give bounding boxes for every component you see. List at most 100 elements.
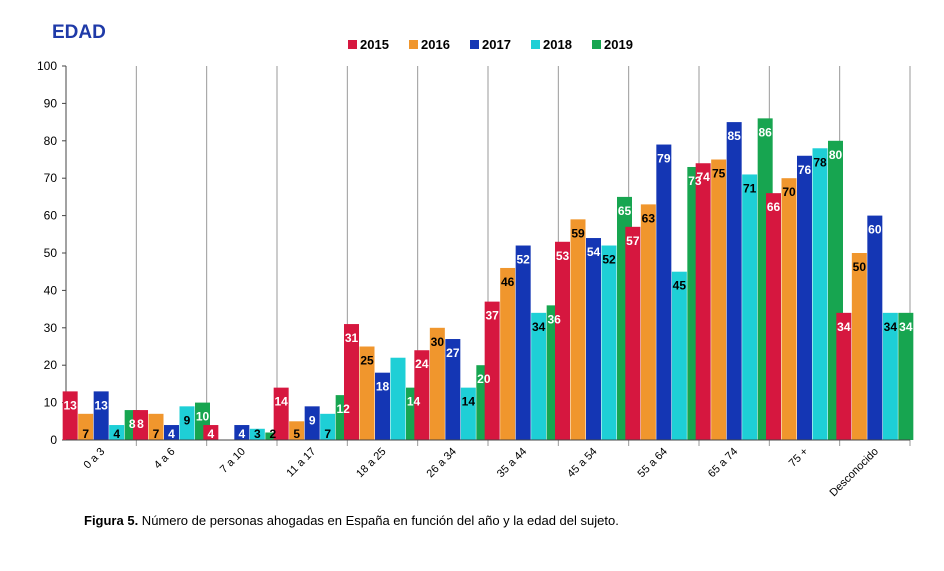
x-tick-label: 11 a 17: [284, 446, 318, 480]
bar: [555, 241, 570, 440]
data-label: 71: [743, 181, 757, 195]
data-label: 66: [767, 200, 781, 214]
y-tick-label: 10: [44, 396, 58, 410]
data-label: 30: [431, 335, 445, 349]
bar: [625, 226, 641, 440]
x-tick-label: 55 a 64: [636, 446, 670, 480]
data-label: 59: [571, 226, 585, 240]
data-label: 8: [129, 417, 136, 431]
bar: [203, 425, 219, 440]
x-tick-label: Desconocido: [828, 446, 881, 499]
bar: [164, 425, 179, 440]
x-tick-label: 26 a 34: [425, 446, 459, 480]
data-label: 37: [485, 309, 499, 323]
data-label: 53: [556, 249, 570, 263]
data-label: 36: [547, 312, 561, 326]
y-tick-label: 40: [44, 283, 58, 297]
data-label: 14: [407, 395, 421, 409]
y-tick-label: 80: [44, 134, 58, 148]
bar: [671, 271, 687, 440]
data-label: 7: [82, 427, 89, 441]
data-label: 52: [516, 253, 530, 267]
legend: 2015 2016 2017 2018 2019: [348, 37, 633, 52]
legend-label: 2016: [421, 37, 450, 52]
y-tick-label: 100: [37, 59, 57, 73]
data-label: 80: [829, 148, 843, 162]
y-tick-label: 90: [44, 96, 58, 110]
y-tick-label: 70: [44, 171, 58, 185]
bar: [148, 413, 164, 440]
figure-caption: Figura 5. Número de personas ahogadas en…: [84, 513, 619, 528]
bar: [898, 312, 914, 440]
caption-text: Número de personas ahogadas en España en…: [138, 513, 619, 528]
bar: [445, 339, 461, 440]
bar: [320, 413, 336, 440]
bar: [273, 387, 289, 440]
data-label: 57: [626, 234, 640, 248]
bar: [695, 163, 711, 441]
data-label: 86: [758, 125, 772, 139]
legend-label: 2018: [543, 37, 572, 52]
bar: [359, 346, 375, 440]
bar: [265, 432, 281, 440]
bar: [867, 215, 883, 440]
bar: [249, 428, 265, 440]
data-label: 12: [336, 402, 350, 416]
bar: [109, 425, 125, 440]
data-label: 34: [837, 320, 851, 334]
x-axis: 0 a 3 4 a 6 7 a 10 11 a 17 18 a 25 26 a 34 35 …: [66, 439, 910, 499]
y-axis: 0 10 20 30 40 50 60 70 80 90 100: [37, 59, 67, 447]
data-label: 13: [63, 398, 77, 412]
data-label: 13: [94, 398, 108, 412]
data-label: 4: [168, 427, 175, 441]
bar: [726, 122, 742, 440]
data-label: 4: [238, 427, 245, 441]
legend-swatch: [592, 40, 601, 49]
bar: [344, 324, 359, 440]
data-label: 7: [153, 427, 160, 441]
bar: [304, 406, 320, 440]
bar: [414, 350, 430, 440]
bar: [742, 174, 758, 440]
legend-label: 2017: [482, 37, 511, 52]
x-tick-label: 35 a 44: [495, 446, 529, 480]
y-tick-label: 20: [44, 358, 58, 372]
x-tick-label: 0 a 3: [82, 446, 108, 472]
data-label: 60: [868, 223, 882, 237]
bar: [234, 425, 250, 440]
bar: [836, 312, 852, 440]
x-tick-label: 18 a 25: [354, 446, 388, 480]
data-label: 85: [727, 129, 741, 143]
data-label: 76: [798, 163, 812, 177]
x-tick-label: 7 a 10: [218, 446, 248, 476]
data-label: 4: [207, 427, 214, 441]
bar: [133, 410, 148, 440]
bar: [531, 312, 547, 440]
bar: [586, 238, 601, 440]
bar: [289, 421, 305, 440]
data-label: 14: [274, 395, 288, 409]
data-label: 34: [884, 320, 898, 334]
x-tick-label: 45 a 54: [565, 446, 599, 480]
data-label: 52: [602, 253, 616, 267]
data-label: 14: [462, 395, 476, 409]
data-label: 46: [501, 275, 515, 289]
bar: [429, 327, 445, 440]
legend-swatch: [470, 40, 479, 49]
bar: [781, 178, 797, 440]
bars: [62, 118, 914, 441]
bar: [851, 253, 867, 440]
bar: [390, 357, 406, 440]
legend-label: 2019: [604, 37, 633, 52]
x-tick-label: 4 a 6: [152, 446, 178, 472]
bar: [656, 144, 672, 441]
data-label: 34: [532, 320, 546, 334]
data-label: 70: [782, 185, 796, 199]
caption-label: Figura 5.: [84, 513, 139, 528]
data-label: 75: [712, 167, 726, 181]
data-label: 20: [477, 372, 491, 386]
data-label: 63: [642, 211, 656, 225]
legend-swatch: [348, 40, 357, 49]
data-label: 34: [899, 320, 913, 334]
